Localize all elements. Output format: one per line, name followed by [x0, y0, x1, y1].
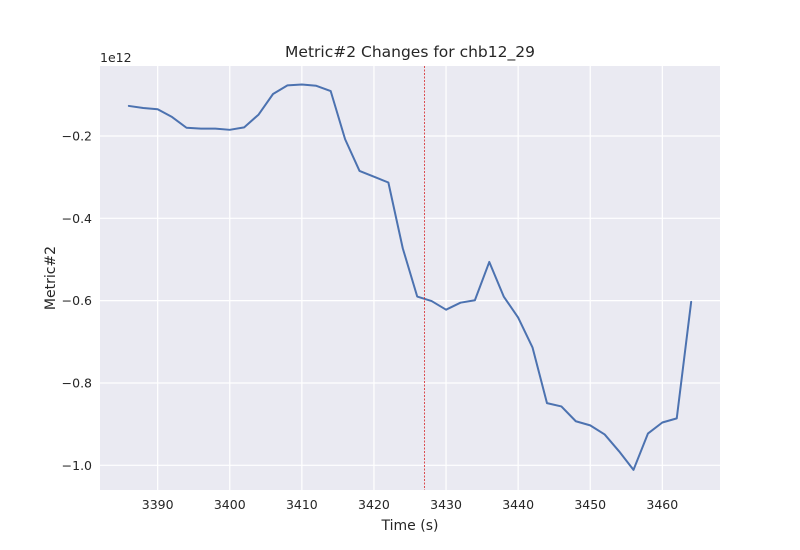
x-tick-label: 3460	[646, 497, 678, 512]
y-tick-labels: −0.2 −0.4 −0.6 −0.8 −1.0	[62, 128, 92, 472]
x-tick-label: 3440	[502, 497, 534, 512]
x-tick-label: 3390	[142, 497, 174, 512]
chart-title: Metric#2 Changes for chb12_29	[285, 43, 535, 62]
y-tick-label: −0.8	[62, 375, 92, 390]
x-tick-label: 3450	[574, 497, 606, 512]
x-axis-label: Time (s)	[381, 518, 439, 534]
x-tick-label: 3430	[430, 497, 462, 512]
y-gridlines	[100, 135, 720, 466]
plot-area	[100, 66, 720, 490]
y-tick-label: −0.2	[62, 128, 92, 143]
x-tick-label: 3410	[286, 497, 318, 512]
x-gridlines	[157, 66, 663, 490]
y-tick-label: −0.6	[62, 293, 92, 308]
y-tick-label: −0.4	[62, 211, 92, 226]
y-tick-label: −1.0	[62, 458, 92, 473]
series-line	[127, 83, 693, 471]
x-tick-label: 3420	[358, 497, 390, 512]
y-axis-label: Metric#2	[43, 246, 59, 310]
x-tick-label: 3400	[214, 497, 246, 512]
x-tick-labels: 3390 3400 3410 3420 3430 3440 3450 3460	[142, 497, 679, 512]
y-axis-offset-label: 1e12	[100, 50, 132, 65]
